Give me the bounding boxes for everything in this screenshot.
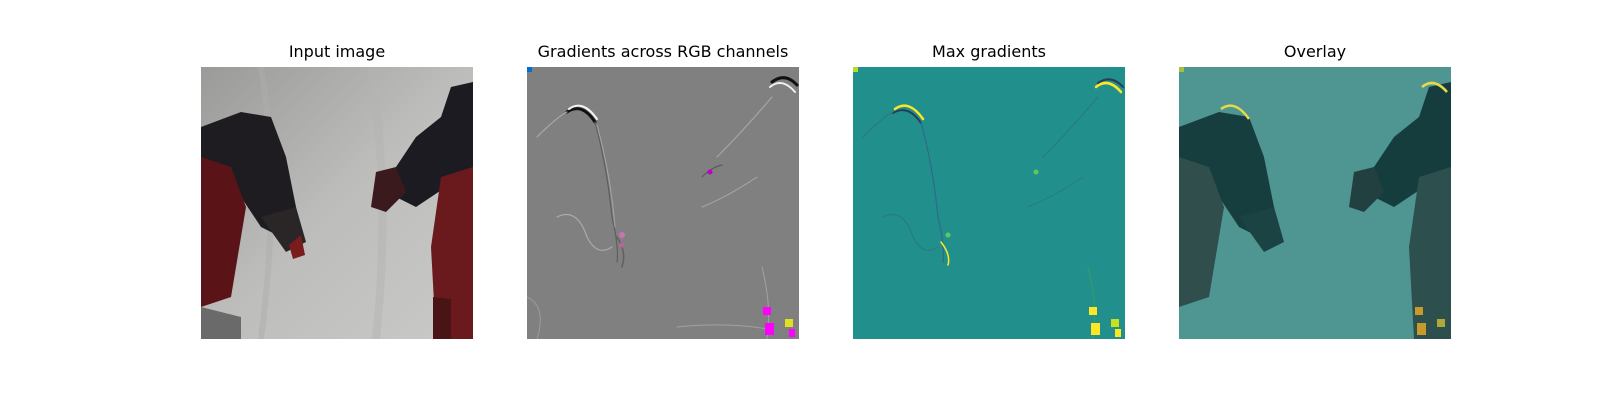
panel-gradients-rgb: Gradients across RGB channels [527,0,799,400]
input-image [201,67,473,339]
panel-title: Max gradients [932,42,1046,61]
max-gradients-image [853,67,1125,339]
panel-overlay: Overlay [1179,0,1451,400]
gradients-rgb-image [527,67,799,339]
overlay-image [1179,67,1451,339]
panel-input-image: Input image [201,0,473,400]
panel-max-gradients: Max gradients [853,0,1125,400]
panel-title: Overlay [1283,42,1347,61]
panel-title: Gradients across RGB channels [537,42,789,61]
panel-title: Input image [288,42,386,61]
